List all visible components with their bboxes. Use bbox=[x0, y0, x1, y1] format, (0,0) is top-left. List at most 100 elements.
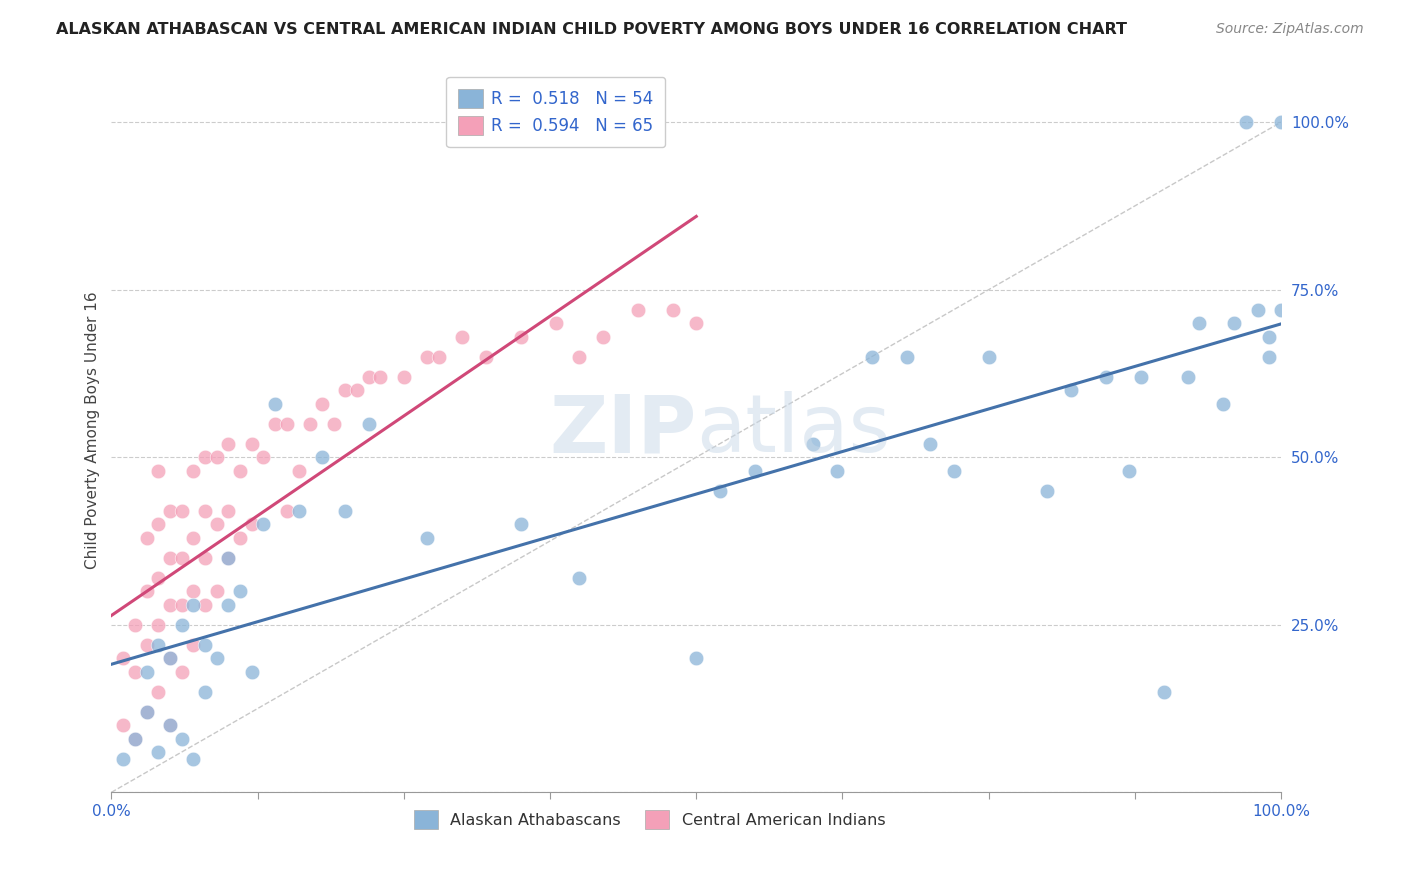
Point bbox=[252, 450, 274, 465]
Point bbox=[148, 685, 170, 699]
Point bbox=[322, 417, 344, 431]
Point bbox=[662, 302, 685, 317]
Point bbox=[159, 651, 181, 665]
Point bbox=[159, 504, 181, 518]
Point bbox=[124, 617, 146, 632]
Point bbox=[392, 369, 415, 384]
Point bbox=[264, 396, 287, 410]
Point bbox=[170, 504, 193, 518]
Point bbox=[568, 571, 591, 585]
Point bbox=[135, 531, 157, 545]
Point bbox=[194, 638, 217, 652]
Point bbox=[148, 517, 170, 532]
Point bbox=[451, 329, 474, 343]
Point bbox=[896, 350, 918, 364]
Point bbox=[135, 584, 157, 599]
Point bbox=[159, 718, 181, 732]
Point bbox=[1234, 115, 1257, 129]
Point bbox=[627, 302, 650, 317]
Point bbox=[252, 517, 274, 532]
Point bbox=[709, 483, 731, 498]
Point bbox=[357, 369, 380, 384]
Point bbox=[1153, 685, 1175, 699]
Point bbox=[287, 464, 309, 478]
Point bbox=[287, 504, 309, 518]
Point bbox=[335, 504, 357, 518]
Point bbox=[112, 718, 135, 732]
Point bbox=[1094, 369, 1116, 384]
Point bbox=[170, 598, 193, 612]
Point bbox=[240, 665, 263, 679]
Point bbox=[170, 550, 193, 565]
Text: Source: ZipAtlas.com: Source: ZipAtlas.com bbox=[1216, 22, 1364, 37]
Point bbox=[240, 437, 263, 451]
Point bbox=[159, 550, 181, 565]
Point bbox=[335, 383, 357, 397]
Point bbox=[942, 464, 965, 478]
Point bbox=[592, 329, 614, 343]
Point bbox=[416, 350, 439, 364]
Point bbox=[685, 316, 707, 330]
Point bbox=[181, 638, 204, 652]
Text: ZIP: ZIP bbox=[548, 392, 696, 469]
Y-axis label: Child Poverty Among Boys Under 16: Child Poverty Among Boys Under 16 bbox=[86, 292, 100, 569]
Point bbox=[170, 665, 193, 679]
Point bbox=[416, 531, 439, 545]
Point bbox=[1129, 369, 1152, 384]
Point bbox=[181, 598, 204, 612]
Legend: Alaskan Athabascans, Central American Indians: Alaskan Athabascans, Central American In… bbox=[408, 804, 891, 835]
Point bbox=[194, 504, 217, 518]
Point bbox=[276, 417, 298, 431]
Point bbox=[1247, 302, 1270, 317]
Point bbox=[112, 752, 135, 766]
Point bbox=[229, 584, 252, 599]
Point bbox=[205, 517, 228, 532]
Point bbox=[124, 731, 146, 746]
Point bbox=[217, 504, 239, 518]
Point bbox=[159, 718, 181, 732]
Point bbox=[860, 350, 883, 364]
Point bbox=[135, 638, 157, 652]
Point bbox=[568, 350, 591, 364]
Point bbox=[124, 731, 146, 746]
Point bbox=[370, 369, 392, 384]
Point bbox=[801, 437, 824, 451]
Point bbox=[1177, 369, 1199, 384]
Point bbox=[148, 638, 170, 652]
Point bbox=[194, 685, 217, 699]
Point bbox=[825, 464, 848, 478]
Point bbox=[229, 464, 252, 478]
Point bbox=[148, 571, 170, 585]
Point bbox=[1258, 350, 1281, 364]
Point bbox=[685, 651, 707, 665]
Point bbox=[1223, 316, 1246, 330]
Point bbox=[135, 705, 157, 719]
Point bbox=[229, 531, 252, 545]
Point bbox=[159, 651, 181, 665]
Point bbox=[1036, 483, 1059, 498]
Point bbox=[427, 350, 450, 364]
Point bbox=[194, 550, 217, 565]
Point bbox=[1059, 383, 1081, 397]
Point bbox=[205, 651, 228, 665]
Point bbox=[148, 745, 170, 759]
Point bbox=[205, 450, 228, 465]
Point bbox=[217, 550, 239, 565]
Text: ALASKAN ATHABASCAN VS CENTRAL AMERICAN INDIAN CHILD POVERTY AMONG BOYS UNDER 16 : ALASKAN ATHABASCAN VS CENTRAL AMERICAN I… bbox=[56, 22, 1128, 37]
Point bbox=[264, 417, 287, 431]
Point bbox=[181, 464, 204, 478]
Text: atlas: atlas bbox=[696, 392, 890, 469]
Point bbox=[1188, 316, 1211, 330]
Point bbox=[977, 350, 1000, 364]
Point bbox=[148, 464, 170, 478]
Point bbox=[194, 598, 217, 612]
Point bbox=[544, 316, 567, 330]
Point bbox=[474, 350, 496, 364]
Point bbox=[124, 665, 146, 679]
Point bbox=[135, 665, 157, 679]
Point bbox=[299, 417, 322, 431]
Point bbox=[240, 517, 263, 532]
Point bbox=[346, 383, 368, 397]
Point bbox=[112, 651, 135, 665]
Point bbox=[509, 517, 531, 532]
